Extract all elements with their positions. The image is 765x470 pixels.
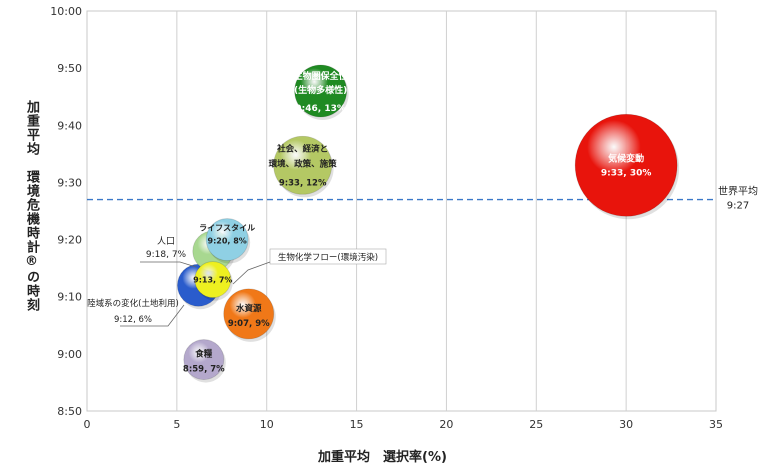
y-tick-label: 9:00 (57, 348, 82, 361)
bubble-label: 水資源 (235, 303, 262, 314)
bubble-label: 社会、経済と (276, 143, 328, 154)
bubble-label: ライフスタイル (199, 223, 255, 233)
bubble-label: 8:59, 7% (183, 365, 225, 375)
y-tick-label: 9:50 (57, 62, 82, 75)
x-tick-label: 10 (260, 418, 274, 431)
bubble-label: 食糧 (195, 349, 213, 360)
bubble-label: 9:13, 7% (193, 276, 232, 285)
x-tick-label: 25 (529, 418, 543, 431)
bubble (574, 113, 678, 217)
x-tick-label: 15 (350, 418, 364, 431)
x-tick-label: 0 (84, 418, 91, 431)
callout-leader (140, 261, 197, 268)
callout-label: 陸域系の変化(土地利用) (87, 298, 179, 309)
y-tick-label: 9:20 (57, 234, 82, 247)
callout-label: 人口 (157, 236, 175, 247)
x-tick-label: 20 (439, 418, 453, 431)
y-tick-label: 8:50 (57, 405, 82, 418)
bubble-label: 9:46, 13% (295, 104, 345, 114)
plot-frame (86, 10, 717, 412)
x-tick-label: 30 (619, 418, 633, 431)
world-average-value: 9:27 (727, 201, 749, 212)
bubble-label: 9:07, 9% (228, 319, 270, 329)
bubble-label: (生物多様性) (294, 84, 347, 96)
bubble (183, 339, 225, 380)
callout-value: 9:18, 7% (146, 250, 187, 260)
bubble-label: 環境、政策、施策 (269, 158, 338, 169)
x-tick-label: 5 (173, 418, 180, 431)
bubble-label: 9:33, 12% (279, 178, 327, 188)
callout-label: 生物化学フロー(環境汚染) (278, 252, 378, 263)
x-tick-label: 35 (709, 418, 723, 431)
bubble (273, 135, 333, 195)
bubble (205, 218, 249, 261)
world-average-label: 世界平均 (718, 186, 758, 198)
y-tick-label: 9:30 (57, 176, 82, 189)
y-axis-label: 加重平均 環境危機時計®の時刻 (24, 100, 39, 312)
callout-leader (232, 261, 271, 285)
bubble (294, 64, 348, 118)
bubble (194, 261, 232, 298)
callout-box (269, 248, 387, 265)
bubble-label: 9:20, 8% (208, 237, 247, 246)
callout-leader (120, 304, 185, 327)
bubble-label: 生物圏保全性 (294, 70, 348, 82)
bubble-label: 9:33, 30% (601, 168, 651, 178)
x-axis-label: 加重平均 選択率(%) (318, 450, 447, 465)
y-tick-label: 9:10 (57, 291, 82, 304)
bubble (223, 288, 275, 340)
bubble-label: 気候変動 (608, 152, 644, 164)
y-tick-label: 9:40 (57, 119, 82, 132)
callout-value: 9:12, 6% (114, 315, 152, 325)
y-tick-label: 10:00 (50, 5, 82, 18)
